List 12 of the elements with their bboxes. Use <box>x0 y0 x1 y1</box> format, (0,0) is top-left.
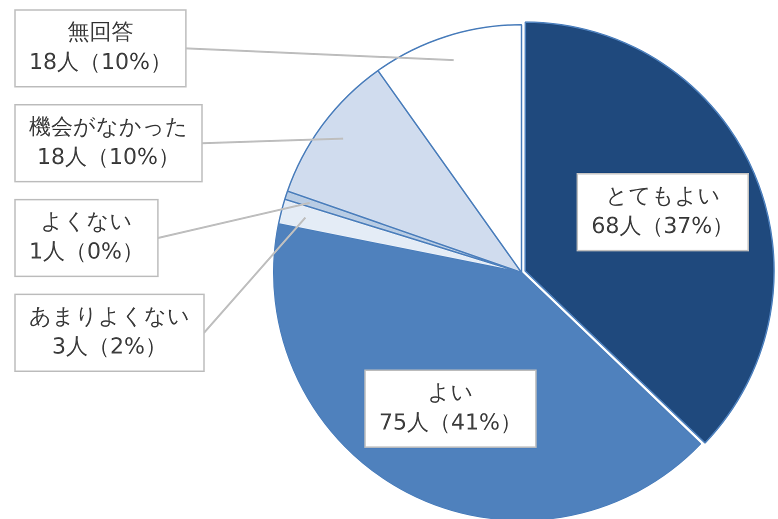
slice-label: 無回答 <box>67 20 134 46</box>
slice-label: とてもよい <box>605 184 720 209</box>
slice-label: よい <box>427 380 474 406</box>
data-label: 68人（37%） <box>591 214 734 239</box>
slice-label: 機会がなかった <box>29 114 188 140</box>
slice-label: あまりよくない <box>29 304 190 330</box>
slice-label: よくない <box>40 210 132 235</box>
data-label: 18人（10%） <box>37 144 180 170</box>
data-label: 75人（41%） <box>379 410 522 436</box>
data-label: 18人（10%） <box>28 50 172 76</box>
data-label: 1人（0%） <box>28 240 144 265</box>
data-label: 3人（2%） <box>52 334 167 360</box>
